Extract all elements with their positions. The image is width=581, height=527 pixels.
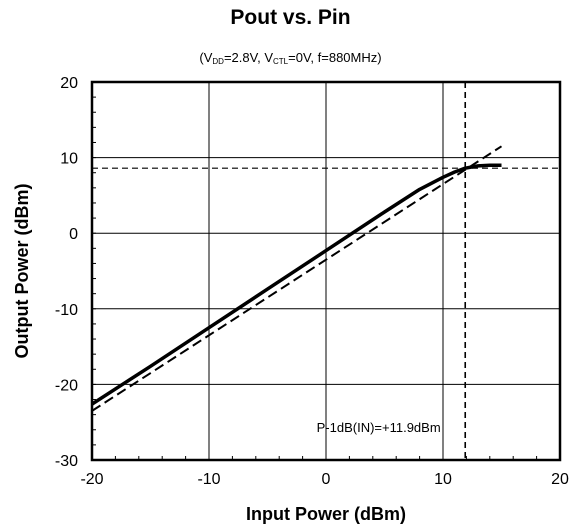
- y-tick-label: 20: [60, 75, 78, 92]
- subtitle-part-3: =0V, f=880MHz): [288, 50, 382, 65]
- y-tick-label: 0: [69, 226, 78, 243]
- y-axis-label: Output Power (dBm): [12, 184, 32, 359]
- p1db-annotation: P-1dB(IN)=+11.9dBm: [317, 420, 441, 435]
- y-tick-label: 10: [60, 151, 78, 168]
- subtitle-sub-2: CTL: [273, 57, 289, 66]
- series-layer: [91, 145, 503, 412]
- chart-subtitle: (VDD=2.8V, VCTL=0V, f=880MHz): [0, 50, 581, 66]
- y-tick-label: -20: [55, 377, 78, 394]
- subtitle-part-2: =2.8V, V: [223, 50, 273, 65]
- x-tick-label: 0: [322, 471, 331, 488]
- x-tick-label: -10: [197, 471, 220, 488]
- reference-lines: [92, 82, 560, 460]
- chart-title: Pout vs. Pin: [230, 6, 351, 29]
- grid-layer: [92, 82, 560, 460]
- x-tick-label: 10: [434, 471, 452, 488]
- x-axis-label: Input Power (dBm): [246, 504, 406, 524]
- linear-reference-series: [91, 145, 503, 412]
- x-tick-label: -20: [80, 471, 103, 488]
- y-tick-label: -10: [55, 302, 78, 319]
- subtitle-part-1: (V: [199, 50, 213, 65]
- measured-output-series: [91, 163, 502, 406]
- x-tick-label: 20: [551, 471, 569, 488]
- subtitle-sub-1: DD: [212, 57, 224, 66]
- y-tick-label: -30: [55, 453, 78, 470]
